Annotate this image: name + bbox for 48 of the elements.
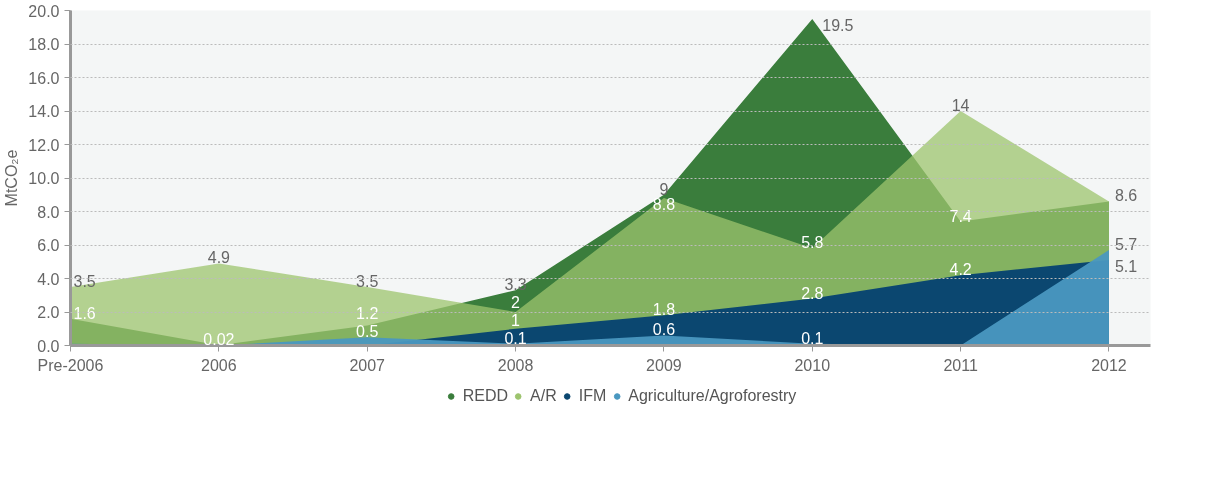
y-tick-label: 8.0 — [37, 203, 60, 221]
y-tick-label: 20.0 — [28, 2, 60, 20]
y-tick-label: 16.0 — [28, 69, 60, 87]
data-label: 9 — [659, 180, 669, 198]
y-tick-label: 6.0 — [37, 237, 60, 254]
data-label: 3.5 — [356, 272, 379, 290]
data-label: 4.9 — [207, 249, 231, 267]
y-tick-label: 2.0 — [37, 304, 60, 321]
data-label: 0.1 — [801, 329, 824, 347]
data-label: 0.6 — [652, 321, 676, 339]
data-label: 4.2 — [949, 261, 972, 279]
y-tick-label: 14.0 — [28, 103, 60, 120]
x-tick-label: 2012 — [1091, 356, 1127, 374]
legend-label: A/R — [530, 387, 557, 405]
data-label: 8.8 — [652, 196, 676, 214]
x-tick-label: 2010 — [794, 356, 831, 374]
legend-label: REDD — [462, 387, 509, 405]
x-tick-label: 2006 — [201, 356, 237, 374]
data-label: 2.8 — [801, 284, 824, 302]
data-label: 0.02 — [203, 331, 235, 349]
data-label: 19.5 — [822, 16, 854, 34]
data-label: 1.2 — [356, 305, 379, 323]
x-tick-label: 2007 — [349, 356, 386, 374]
data-label: 5.7 — [1114, 236, 1138, 254]
data-label: 5.1 — [1114, 258, 1138, 276]
data-label: 1.8 — [652, 301, 676, 319]
y-tick-label: 12.0 — [28, 136, 60, 154]
y-tick-label: 4.0 — [37, 270, 60, 288]
x-tick-label: Pre-2006 — [37, 356, 104, 374]
y-tick-label: 0.0 — [37, 337, 60, 355]
data-label: 7.4 — [949, 207, 972, 225]
data-label: 1.6 — [73, 304, 96, 322]
data-label: 0.1 — [504, 329, 527, 347]
data-label: 1 — [511, 311, 521, 329]
data-label: 8.6 — [1114, 187, 1138, 205]
y-tick-label: 18.0 — [28, 36, 60, 53]
data-label: 0.5 — [356, 323, 379, 341]
x-tick-label: 2011 — [943, 356, 978, 374]
data-label: 3.3 — [504, 275, 527, 293]
y-axis-title: MtCO₂e — [3, 149, 21, 207]
y-tick-label: 10.0 — [28, 170, 60, 187]
x-tick-label: 2008 — [497, 356, 534, 374]
legend-label: IFM — [578, 387, 607, 405]
legend-label: Agriculture/Agroforestry — [628, 387, 797, 405]
x-tick-label: 2009 — [646, 356, 682, 374]
data-label: 2 — [511, 293, 521, 311]
data-label: 14 — [951, 97, 970, 114]
data-label: 5.8 — [801, 234, 824, 252]
